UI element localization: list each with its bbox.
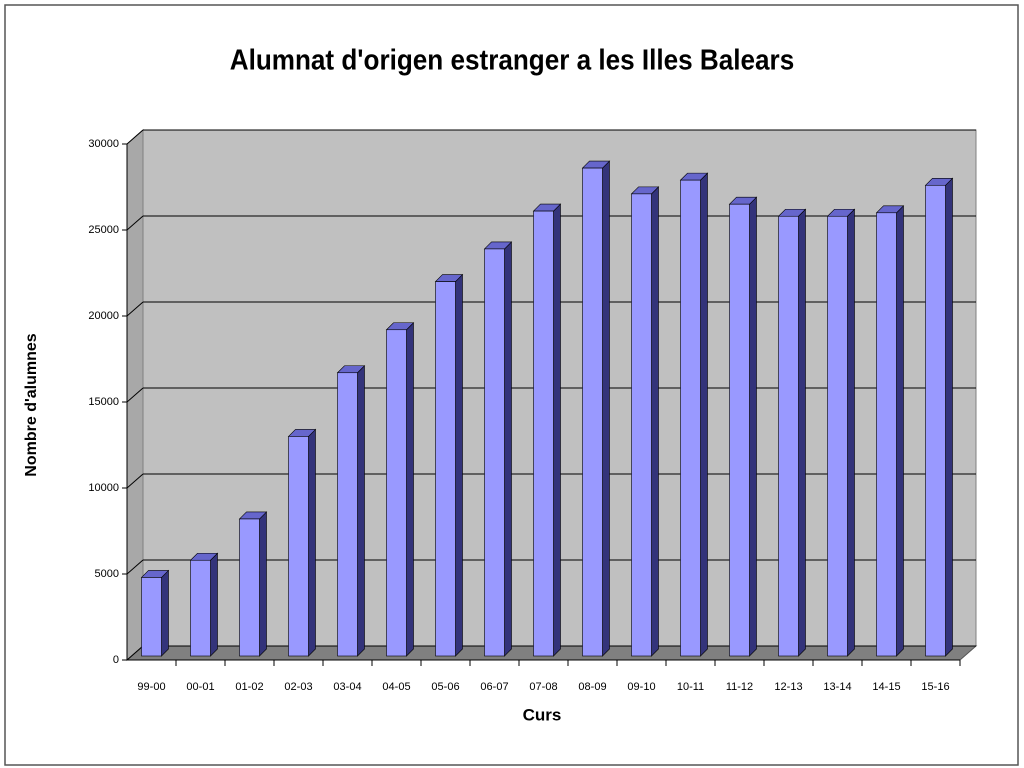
bar xyxy=(336,365,366,657)
bar-front xyxy=(239,518,260,657)
bar-side xyxy=(700,172,708,657)
bar-side xyxy=(553,203,561,657)
x-tick-label: 09-10 xyxy=(627,681,655,693)
x-tick-label: 03-04 xyxy=(333,681,361,693)
bar-front xyxy=(680,179,701,657)
bar-front xyxy=(435,281,456,657)
grid-line-side xyxy=(126,559,144,575)
grid-line-side xyxy=(126,645,144,661)
bar-side xyxy=(798,208,806,657)
bar-side xyxy=(161,569,169,657)
x-tick-label: 05-06 xyxy=(431,681,459,693)
bar-front xyxy=(582,167,603,657)
bar xyxy=(238,511,268,657)
bar-front xyxy=(631,193,652,657)
bar xyxy=(777,208,807,657)
bar xyxy=(483,241,513,657)
x-tick-label: 10-11 xyxy=(677,681,704,693)
bar-front xyxy=(778,215,799,657)
bar-front xyxy=(533,210,554,657)
bar-side xyxy=(651,186,659,657)
bar-side xyxy=(504,241,512,657)
bar xyxy=(434,273,464,657)
bar-front xyxy=(190,559,211,657)
bar xyxy=(532,203,562,657)
x-tick-label: 08-09 xyxy=(578,681,606,693)
grid-line-side xyxy=(126,215,144,231)
bar xyxy=(189,552,219,657)
bar-front xyxy=(827,215,848,657)
bar xyxy=(287,428,317,657)
bar-side xyxy=(210,552,218,657)
x-tick-label: 13-14 xyxy=(823,681,851,693)
x-tick-label: 14-15 xyxy=(872,681,900,693)
bar-side xyxy=(308,428,316,657)
y-tick-label: 15000 xyxy=(88,396,119,408)
x-axis-label: Curs xyxy=(523,705,562,724)
bar-side xyxy=(406,322,414,657)
x-tick-label: 12-13 xyxy=(774,681,802,693)
x-tick-label: 15-16 xyxy=(921,681,949,693)
bar-front xyxy=(876,212,897,657)
x-tick-label: 06-07 xyxy=(480,681,508,693)
bar xyxy=(140,569,170,657)
bar xyxy=(826,208,856,657)
x-tick-label: 11-12 xyxy=(726,681,753,693)
bar xyxy=(924,177,954,657)
bar-front xyxy=(288,436,309,657)
x-tick-label: 00-01 xyxy=(186,681,214,693)
bar xyxy=(679,172,709,657)
grid-line-side xyxy=(126,387,144,403)
y-tick-label: 0 xyxy=(113,654,119,666)
bar-side xyxy=(357,365,365,657)
x-tick-label: 04-05 xyxy=(382,681,410,693)
grid-line-side xyxy=(126,129,144,145)
bar-side xyxy=(749,196,757,657)
bar xyxy=(630,186,660,657)
bar-front xyxy=(484,248,505,657)
bar-front xyxy=(925,184,946,657)
y-tick-label: 25000 xyxy=(88,224,119,236)
bar-side xyxy=(945,177,953,657)
bar xyxy=(581,160,611,657)
bar-side xyxy=(455,273,463,657)
chart-title: Alumnat d'origen estranger a les Illes B… xyxy=(230,43,794,76)
x-tick-label: 01-02 xyxy=(235,681,263,693)
bar-front xyxy=(729,203,750,657)
grid-line-side xyxy=(126,473,144,489)
x-tick-label: 02-03 xyxy=(284,681,312,693)
bar-side xyxy=(847,208,855,657)
y-tick-label: 30000 xyxy=(88,138,119,150)
bar-front xyxy=(337,372,358,657)
bar xyxy=(385,322,415,657)
bar-side xyxy=(259,511,267,657)
y-tick-label: 5000 xyxy=(95,568,119,580)
x-tick-label: 99-00 xyxy=(137,681,165,693)
grid-line-side xyxy=(126,301,144,317)
bar-side xyxy=(896,205,904,657)
y-axis-label: Nombre d'alumnes xyxy=(23,333,40,476)
bar xyxy=(875,205,905,657)
bar-side xyxy=(602,160,610,657)
y-tick-label: 10000 xyxy=(88,482,119,494)
y-tick-label: 20000 xyxy=(88,310,119,322)
x-tick-label: 07-08 xyxy=(529,681,557,693)
bar-front xyxy=(141,577,162,657)
bar xyxy=(728,196,758,657)
bar-front xyxy=(386,329,407,657)
